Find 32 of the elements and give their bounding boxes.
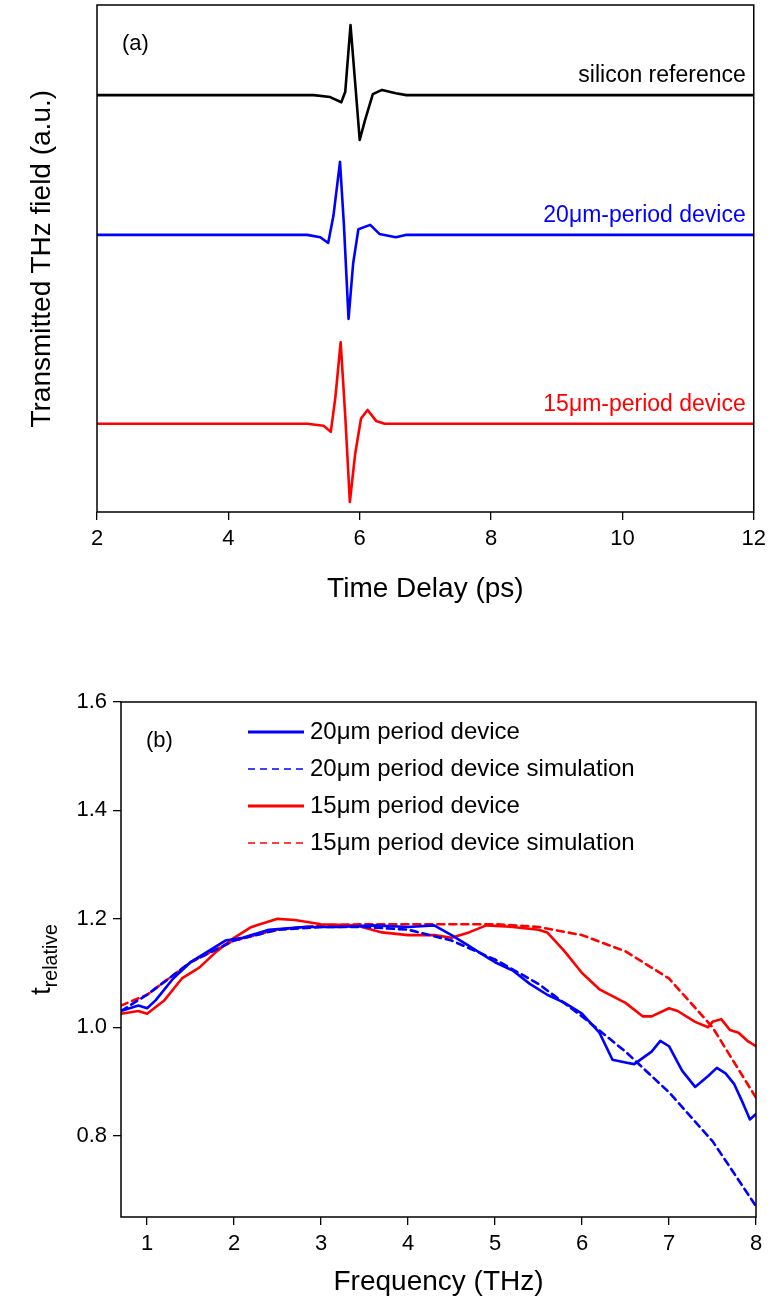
x-tick-label: 2 [227,1230,241,1256]
annotation: (a) [122,30,149,56]
legend-label: 20μm period device simulation [310,753,635,781]
x-tick-label: 6 [353,525,366,551]
x-tick-label: 8 [749,1230,763,1256]
legend-label: 20μm period device [310,716,520,744]
series-label: 15μm-period device [543,389,746,416]
y-axis-title: Transmitted THz field (a.u.) [24,89,56,428]
y-tick-label: 1.0 [76,1013,107,1039]
series-label: silicon reference [578,60,746,87]
annotation: (b) [146,727,173,753]
y-tick-label: 1.4 [76,796,107,822]
y-axis-title: trelative [24,923,62,995]
x-tick-label: 2 [90,525,104,551]
x-tick-label: 4 [222,525,235,551]
x-tick-label: 4 [401,1230,415,1256]
x-tick-label: 1 [140,1230,154,1256]
y-tick-label: 1.6 [76,688,107,714]
x-tick-label: 8 [484,525,498,551]
x-tick-label: 10 [610,525,635,551]
x-tick-label: 5 [488,1230,502,1256]
y-tick-label: 1.2 [76,904,107,930]
x-axis-title: Frequency (THz) [333,1264,544,1296]
legend-label: 15μm period device [310,790,520,818]
x-tick-label: 6 [575,1230,589,1256]
x-tick-label: 7 [662,1230,676,1256]
y-tick-label: 0.8 [76,1121,107,1147]
x-tick-label: 12 [741,525,767,551]
legend-label: 15μm period device simulation [310,827,635,855]
x-tick-label: 3 [314,1230,328,1256]
series-label: 20μm-period device [543,200,746,227]
x-axis-title: Time Delay (ps) [327,571,524,603]
